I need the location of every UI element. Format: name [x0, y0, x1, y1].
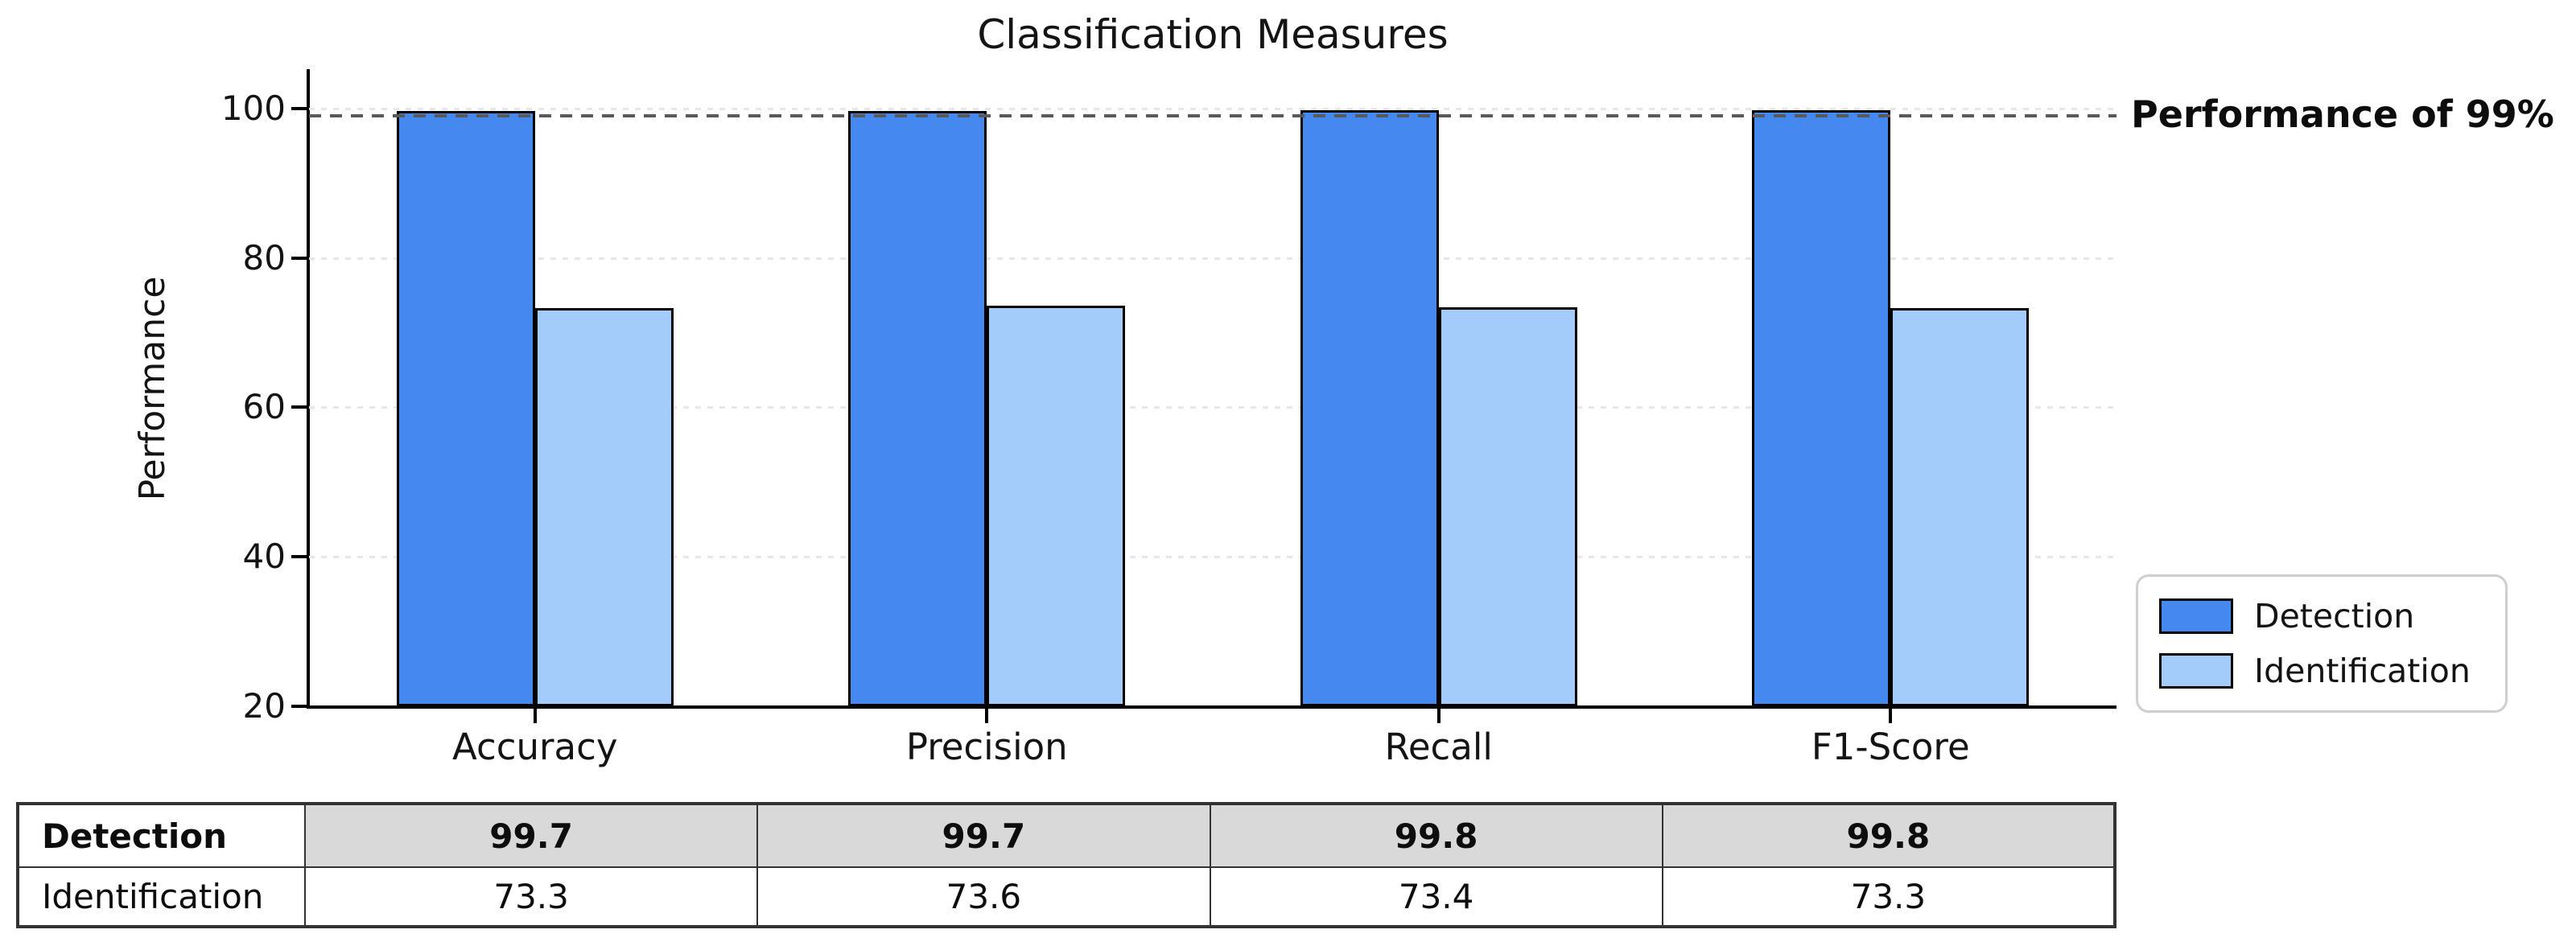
x-tick-mark [1436, 709, 1440, 723]
value-cell: 73.3 [303, 866, 759, 927]
x-tick-label: F1-Score [1811, 726, 1970, 768]
legend-label: Detection [2254, 597, 2415, 636]
value-cell: 73.3 [1661, 866, 2116, 927]
row-label-cell: Identification [17, 866, 306, 927]
legend-swatch-identification-icon [2159, 652, 2233, 689]
x-tick-label: Recall [1384, 726, 1493, 768]
x-tick-mark [985, 709, 989, 723]
y-tick-mark [291, 106, 307, 110]
value-cell: 99.7 [756, 803, 1211, 868]
y-tick-mark [291, 256, 307, 260]
legend-swatch-detection-icon [2159, 598, 2233, 635]
bar-identification [1890, 307, 2030, 706]
legend-label: Identification [2254, 651, 2471, 690]
value-cell: 99.8 [1661, 803, 2116, 868]
y-tick-label: 80 [242, 237, 286, 278]
bar-identification [987, 306, 1126, 706]
bar-detection [1300, 109, 1439, 706]
x-tick-label: Precision [905, 726, 1068, 768]
y-tick-label: 60 [242, 387, 286, 427]
reference-line [309, 114, 2116, 118]
legend-item: Identification [2159, 652, 2484, 690]
legend-item: Detection [2159, 597, 2484, 635]
annotation-label: Performance of 99% [2131, 93, 2554, 136]
x-tick-mark [533, 709, 537, 723]
row-label-cell: Detection [17, 803, 306, 868]
value-cell: 99.7 [303, 803, 759, 868]
y-tick-mark [291, 555, 307, 559]
gridline [309, 406, 2116, 409]
value-cell: 73.4 [1209, 866, 1663, 927]
x-axis-spine [307, 705, 2116, 709]
bar-detection [848, 110, 987, 706]
bar-detection [1752, 109, 1891, 706]
legend: Detection Identification [2136, 574, 2508, 713]
bar-identification [534, 307, 674, 706]
y-tick-mark [291, 705, 307, 708]
chart-title: Classification Measures [977, 11, 1449, 58]
y-axis-spine [307, 69, 310, 709]
x-tick-mark [1889, 709, 1893, 723]
gridline [309, 107, 2116, 110]
x-tick-label: Accuracy [452, 726, 618, 768]
table-row: Identification 73.3 73.6 73.4 73.3 [17, 866, 2116, 927]
gridline [309, 556, 2116, 559]
bar-detection [396, 110, 535, 706]
gridline [309, 257, 2116, 260]
bar-identification [1438, 307, 1577, 706]
results-table: Detection 99.7 99.7 99.8 99.8 Identifica… [16, 802, 2116, 928]
value-cell: 99.8 [1209, 803, 1663, 868]
table-row: Detection 99.7 99.7 99.8 99.8 [17, 803, 2116, 868]
y-tick-mark [291, 405, 307, 409]
y-tick-label: 100 [221, 88, 286, 128]
value-cell: 73.6 [756, 866, 1211, 927]
y-tick-label: 20 [242, 686, 286, 726]
y-tick-label: 40 [242, 537, 286, 577]
